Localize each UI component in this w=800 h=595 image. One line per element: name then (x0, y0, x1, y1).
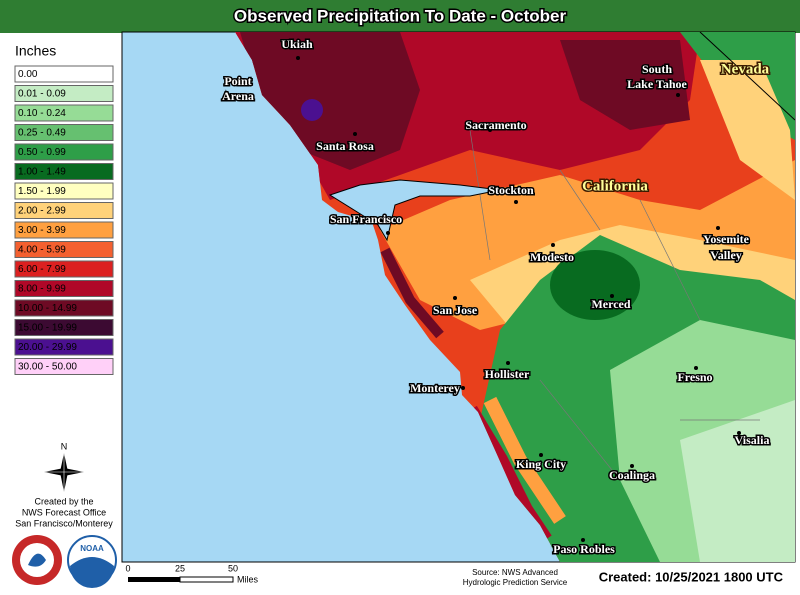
source-line: Source: NWS Advanced (472, 568, 558, 577)
legend-swatch (14, 143, 114, 161)
legend-swatch (14, 241, 114, 258)
city-label: Yosemite (703, 232, 750, 246)
city-label: Coalinga (609, 468, 655, 482)
legend-swatch (14, 319, 114, 336)
legend-swatch (14, 280, 114, 297)
legend-label: 0.00 (18, 69, 38, 80)
city-label: Monterey (410, 381, 460, 395)
city-label: Point (224, 74, 251, 88)
legend-swatch (14, 338, 114, 356)
city-label: Valley (710, 248, 742, 262)
legend-label: 8.00 - 9.99 (18, 284, 66, 295)
source-line: Hydrologic Prediction Service (463, 578, 568, 587)
legend-swatch (14, 104, 114, 122)
legend-swatch (14, 358, 114, 375)
scale-unit: Miles (237, 574, 259, 584)
city-label: Modesto (530, 250, 574, 264)
legend-label: 6.00 - 7.99 (18, 264, 66, 275)
city-label: Sacramento (465, 118, 526, 132)
city-dots (296, 56, 741, 542)
legend-label: 30.00 - 50.00 (18, 362, 77, 373)
credit-line: San Francisco/Monterey (15, 518, 113, 528)
legend-label: 0.50 - 0.99 (18, 147, 66, 158)
noaa-logo: NOAA (67, 535, 117, 588)
legend-swatch (14, 221, 114, 239)
north-label: N (61, 441, 68, 451)
legend-swatch (14, 85, 114, 102)
city-label: Ukiah (281, 37, 313, 51)
legend-label: 1.00 - 1.49 (18, 167, 66, 178)
legend-swatch (14, 260, 114, 278)
city-label: Arena (222, 89, 254, 103)
legend-label: 20.00 - 29.99 (18, 342, 77, 353)
state-label: Nevada (721, 61, 770, 77)
legend-label: 3.00 - 3.99 (18, 225, 66, 236)
legend-label: 10.00 - 14.99 (18, 303, 77, 314)
city-label: Lake Tahoe (627, 77, 687, 91)
legend-label: 0.25 - 0.49 (18, 128, 66, 139)
city-label: Santa Rosa (316, 139, 374, 153)
legend-label: 0.01 - 0.09 (18, 89, 66, 100)
legend-swatch (14, 163, 114, 180)
credit-line: NWS Forecast Office (22, 507, 106, 517)
state-label: California (582, 178, 648, 194)
city-label: Paso Robles (553, 542, 615, 556)
nws-logo (12, 535, 62, 585)
legend-label: 15.00 - 19.99 (18, 323, 77, 334)
city-label: Visalia (735, 433, 770, 447)
bay (328, 179, 501, 242)
legend-swatch (14, 182, 114, 200)
legend-swatch (14, 124, 114, 141)
city-label: Hollister (485, 367, 530, 381)
north-arrow: N (44, 441, 84, 492)
city-label: Stockton (488, 183, 534, 197)
created-date: Created: 10/25/2021 1800 UTC (599, 569, 784, 584)
title-bar (0, 0, 800, 33)
title: Observed Precipitation To Date - October (234, 6, 567, 25)
legend-swatch (14, 65, 114, 83)
legend: 0.00 0.01 - 0.09 0.10 - 0.24 0.25 - 0.49 0.5… (14, 65, 114, 375)
legend-title: Inches (15, 43, 56, 59)
city-label: King City (516, 457, 566, 471)
city-label: San Jose (433, 303, 478, 317)
credit-line: Created by the (34, 496, 93, 506)
city-label: Fresno (677, 370, 712, 384)
legend-swatch (14, 299, 114, 317)
scale-label: 25 (175, 563, 185, 573)
legend-label: 2.00 - 2.99 (18, 206, 66, 217)
city-label: Merced (591, 297, 630, 311)
noaa-text: NOAA (80, 544, 104, 553)
city-label: South (642, 62, 672, 76)
scale-label: 0 (125, 563, 130, 573)
city-label: San Francisco (330, 212, 402, 226)
legend-swatch (14, 202, 114, 219)
scale-label: 50 (228, 563, 238, 573)
legend-label: 4.00 - 5.99 (18, 245, 66, 256)
scale-bar (128, 576, 234, 583)
legend-label: 0.10 - 0.24 (18, 108, 66, 119)
legend-label: 1.50 - 1.99 (18, 186, 66, 197)
